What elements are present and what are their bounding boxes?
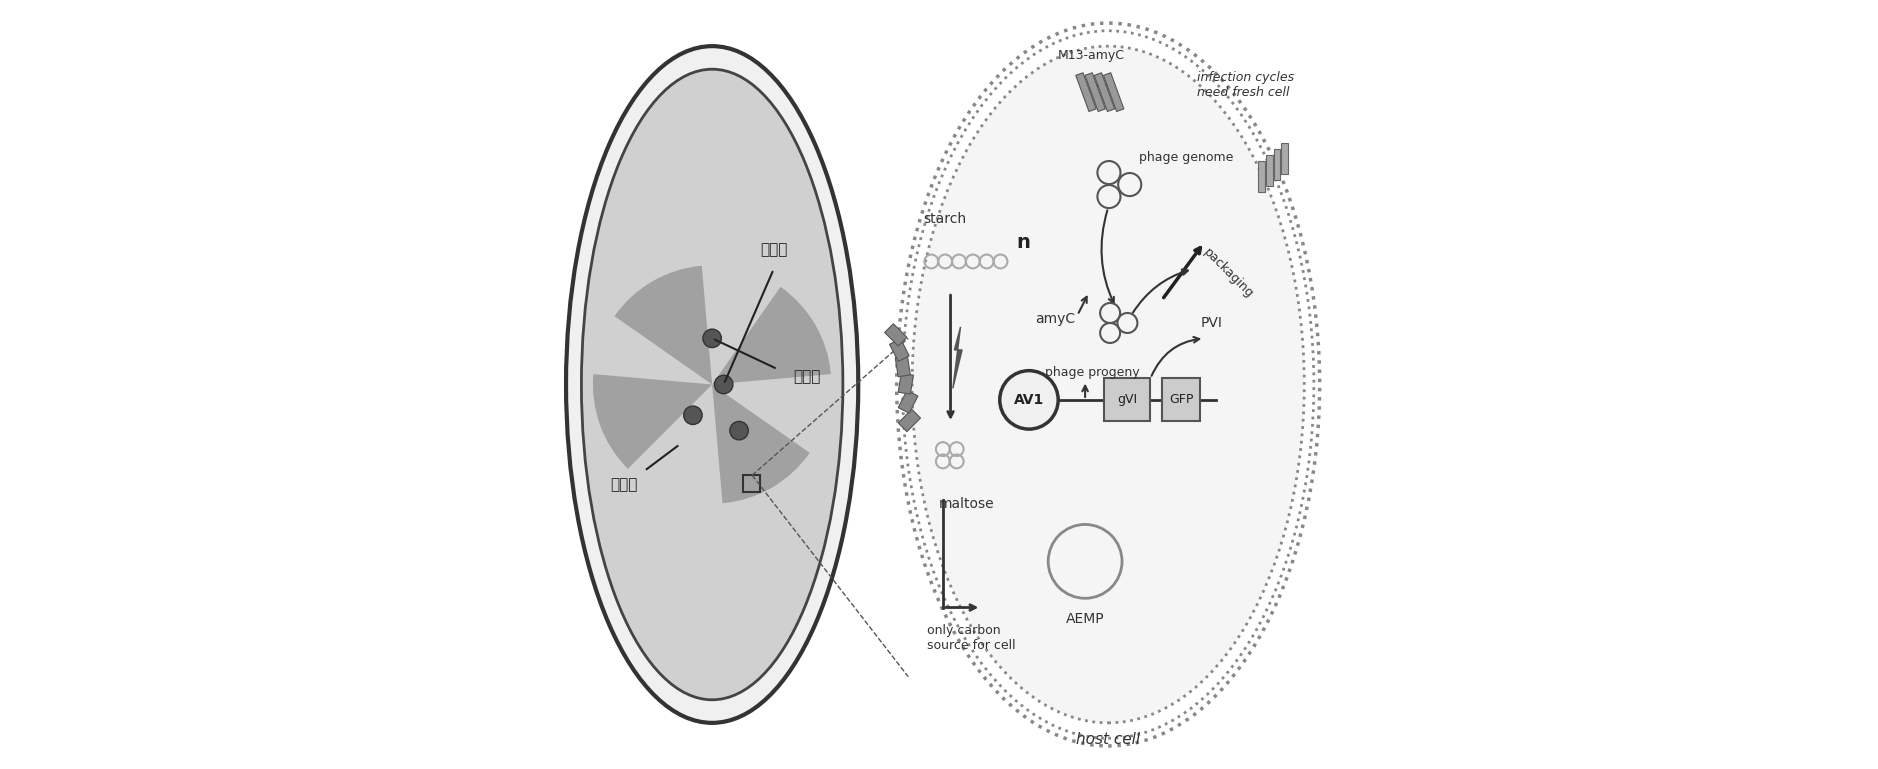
Text: host cell: host cell (1076, 732, 1140, 747)
Bar (1273, 149, 1281, 180)
Text: gVI: gVI (1117, 394, 1138, 406)
Text: starch: starch (924, 212, 967, 226)
Bar (1095, 73, 1116, 112)
Bar (1104, 378, 1151, 421)
Wedge shape (712, 287, 830, 384)
Text: GFP: GFP (1168, 394, 1193, 406)
Circle shape (731, 421, 747, 440)
Text: M13-amyC: M13-amyC (1057, 48, 1125, 62)
Text: PVI: PVI (1200, 316, 1223, 330)
Polygon shape (952, 327, 962, 388)
Bar (1266, 155, 1273, 186)
Bar (1258, 161, 1266, 192)
Bar (898, 391, 918, 413)
Bar (898, 409, 920, 431)
Wedge shape (593, 374, 712, 469)
Text: AV1: AV1 (1014, 393, 1044, 407)
Circle shape (999, 371, 1057, 429)
Bar (1281, 143, 1288, 174)
Circle shape (702, 329, 721, 348)
Ellipse shape (582, 69, 843, 700)
Wedge shape (712, 384, 809, 503)
Text: 宿主菌: 宿主菌 (761, 242, 787, 258)
Bar (896, 356, 911, 377)
Text: AEMP: AEMP (1067, 612, 1104, 626)
Text: amyC: amyC (1035, 312, 1076, 326)
Bar (1104, 73, 1123, 112)
Bar (1085, 73, 1106, 112)
Text: maltose: maltose (939, 497, 995, 511)
Bar (1076, 73, 1097, 112)
Text: phage progeny: phage progeny (1046, 367, 1140, 379)
Text: only carbon
source for cell: only carbon source for cell (928, 624, 1016, 652)
Text: n: n (1016, 233, 1029, 251)
Bar (885, 324, 907, 346)
Text: phage genome: phage genome (1138, 151, 1234, 164)
Bar (890, 338, 909, 361)
Bar (1162, 378, 1200, 421)
Ellipse shape (913, 46, 1305, 723)
Text: 侵染区: 侵染区 (610, 477, 637, 492)
Text: infection cycles
need fresh cell: infection cycles need fresh cell (1196, 71, 1294, 98)
Circle shape (714, 375, 732, 394)
Text: packaging: packaging (1200, 245, 1255, 301)
Text: 噬菌体: 噬菌体 (793, 369, 821, 384)
Circle shape (684, 406, 702, 424)
Wedge shape (614, 266, 712, 384)
Ellipse shape (565, 46, 858, 723)
Bar (744, 475, 761, 492)
Bar (898, 373, 913, 394)
